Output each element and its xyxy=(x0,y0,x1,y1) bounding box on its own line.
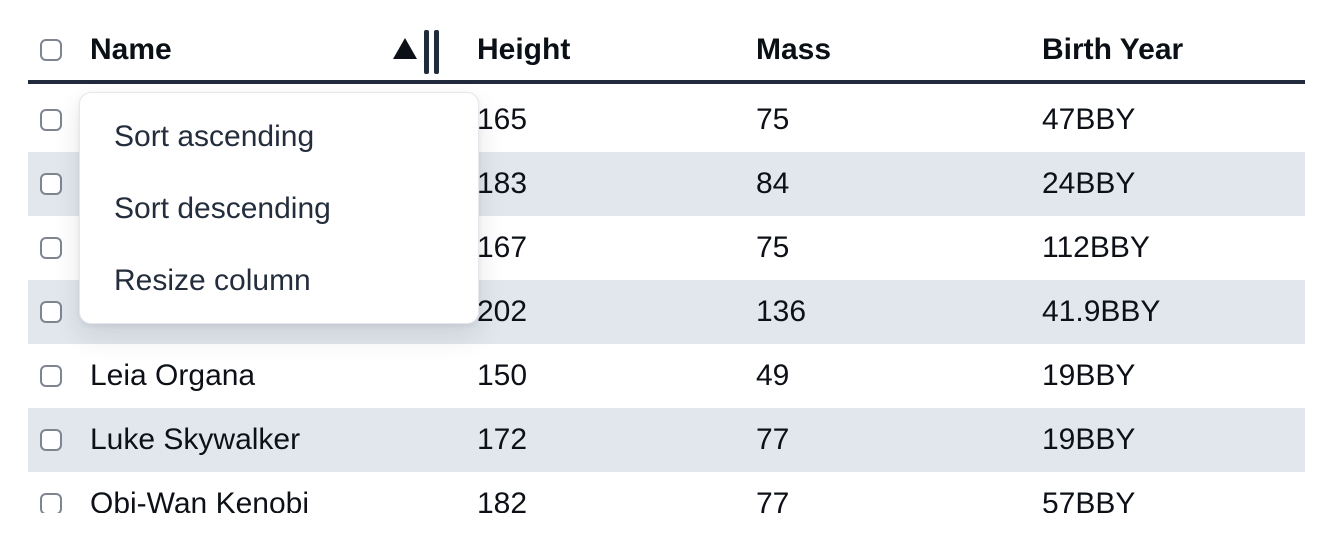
column-header-birth-year[interactable]: Birth Year xyxy=(1042,33,1184,66)
table-header-row: Name Height Mass Birth Year xyxy=(28,0,1305,84)
cell-height: 172 xyxy=(477,423,528,456)
column-header-name[interactable]: Name xyxy=(90,33,172,66)
column-header-mass[interactable]: Mass xyxy=(756,33,832,66)
select-all-checkbox[interactable] xyxy=(40,39,62,61)
cell-height: 183 xyxy=(477,167,528,200)
cell-mass: 136 xyxy=(756,295,807,328)
cell-mass: 75 xyxy=(756,103,790,136)
cell-mass: 77 xyxy=(756,423,790,456)
row-checkbox[interactable] xyxy=(40,365,62,387)
cell-birth-year: 19BBY xyxy=(1042,423,1136,456)
cell-height: 202 xyxy=(477,295,528,328)
cell-height: 150 xyxy=(477,359,528,392)
menu-item-sort-descending[interactable]: Sort descending xyxy=(114,192,331,225)
cell-height: 182 xyxy=(477,487,528,513)
row-checkbox[interactable] xyxy=(40,429,62,451)
column-resize-handle-icon[interactable] xyxy=(424,30,439,74)
table-row: Obi-Wan Kenobi 182 77 57BBY xyxy=(28,472,1305,513)
menu-item-sort-ascending[interactable]: Sort ascending xyxy=(114,120,315,153)
cell-mass: 77 xyxy=(756,487,790,513)
table-row: Luke Skywalker 172 77 19BBY xyxy=(28,408,1305,472)
row-checkbox[interactable] xyxy=(40,301,62,323)
cell-birth-year: 19BBY xyxy=(1042,359,1136,392)
cell-name: Obi-Wan Kenobi xyxy=(90,487,309,513)
cell-birth-year: 41.9BBY xyxy=(1042,295,1161,328)
cell-mass: 75 xyxy=(756,231,790,264)
row-checkbox[interactable] xyxy=(40,173,62,195)
cell-mass: 84 xyxy=(756,167,790,200)
table-row: Leia Organa 150 49 19BBY xyxy=(28,344,1305,408)
menu-item-resize-column[interactable]: Resize column xyxy=(114,264,311,297)
cell-height: 165 xyxy=(477,103,528,136)
cell-birth-year: 47BBY xyxy=(1042,103,1136,136)
cell-birth-year: 24BBY xyxy=(1042,167,1136,200)
column-header-height[interactable]: Height xyxy=(477,33,571,66)
column-context-menu: Sort ascending Sort descending Resize co… xyxy=(79,92,479,324)
cell-height: 167 xyxy=(477,231,528,264)
sort-ascending-icon xyxy=(393,38,417,59)
cell-mass: 49 xyxy=(756,359,790,392)
cell-birth-year: 112BBY xyxy=(1042,231,1150,264)
cell-birth-year: 57BBY xyxy=(1042,487,1136,513)
row-checkbox[interactable] xyxy=(40,109,62,131)
row-checkbox[interactable] xyxy=(40,237,62,259)
row-checkbox[interactable] xyxy=(40,493,62,513)
cell-name: Luke Skywalker xyxy=(90,423,301,456)
cell-name: Leia Organa xyxy=(90,359,256,392)
